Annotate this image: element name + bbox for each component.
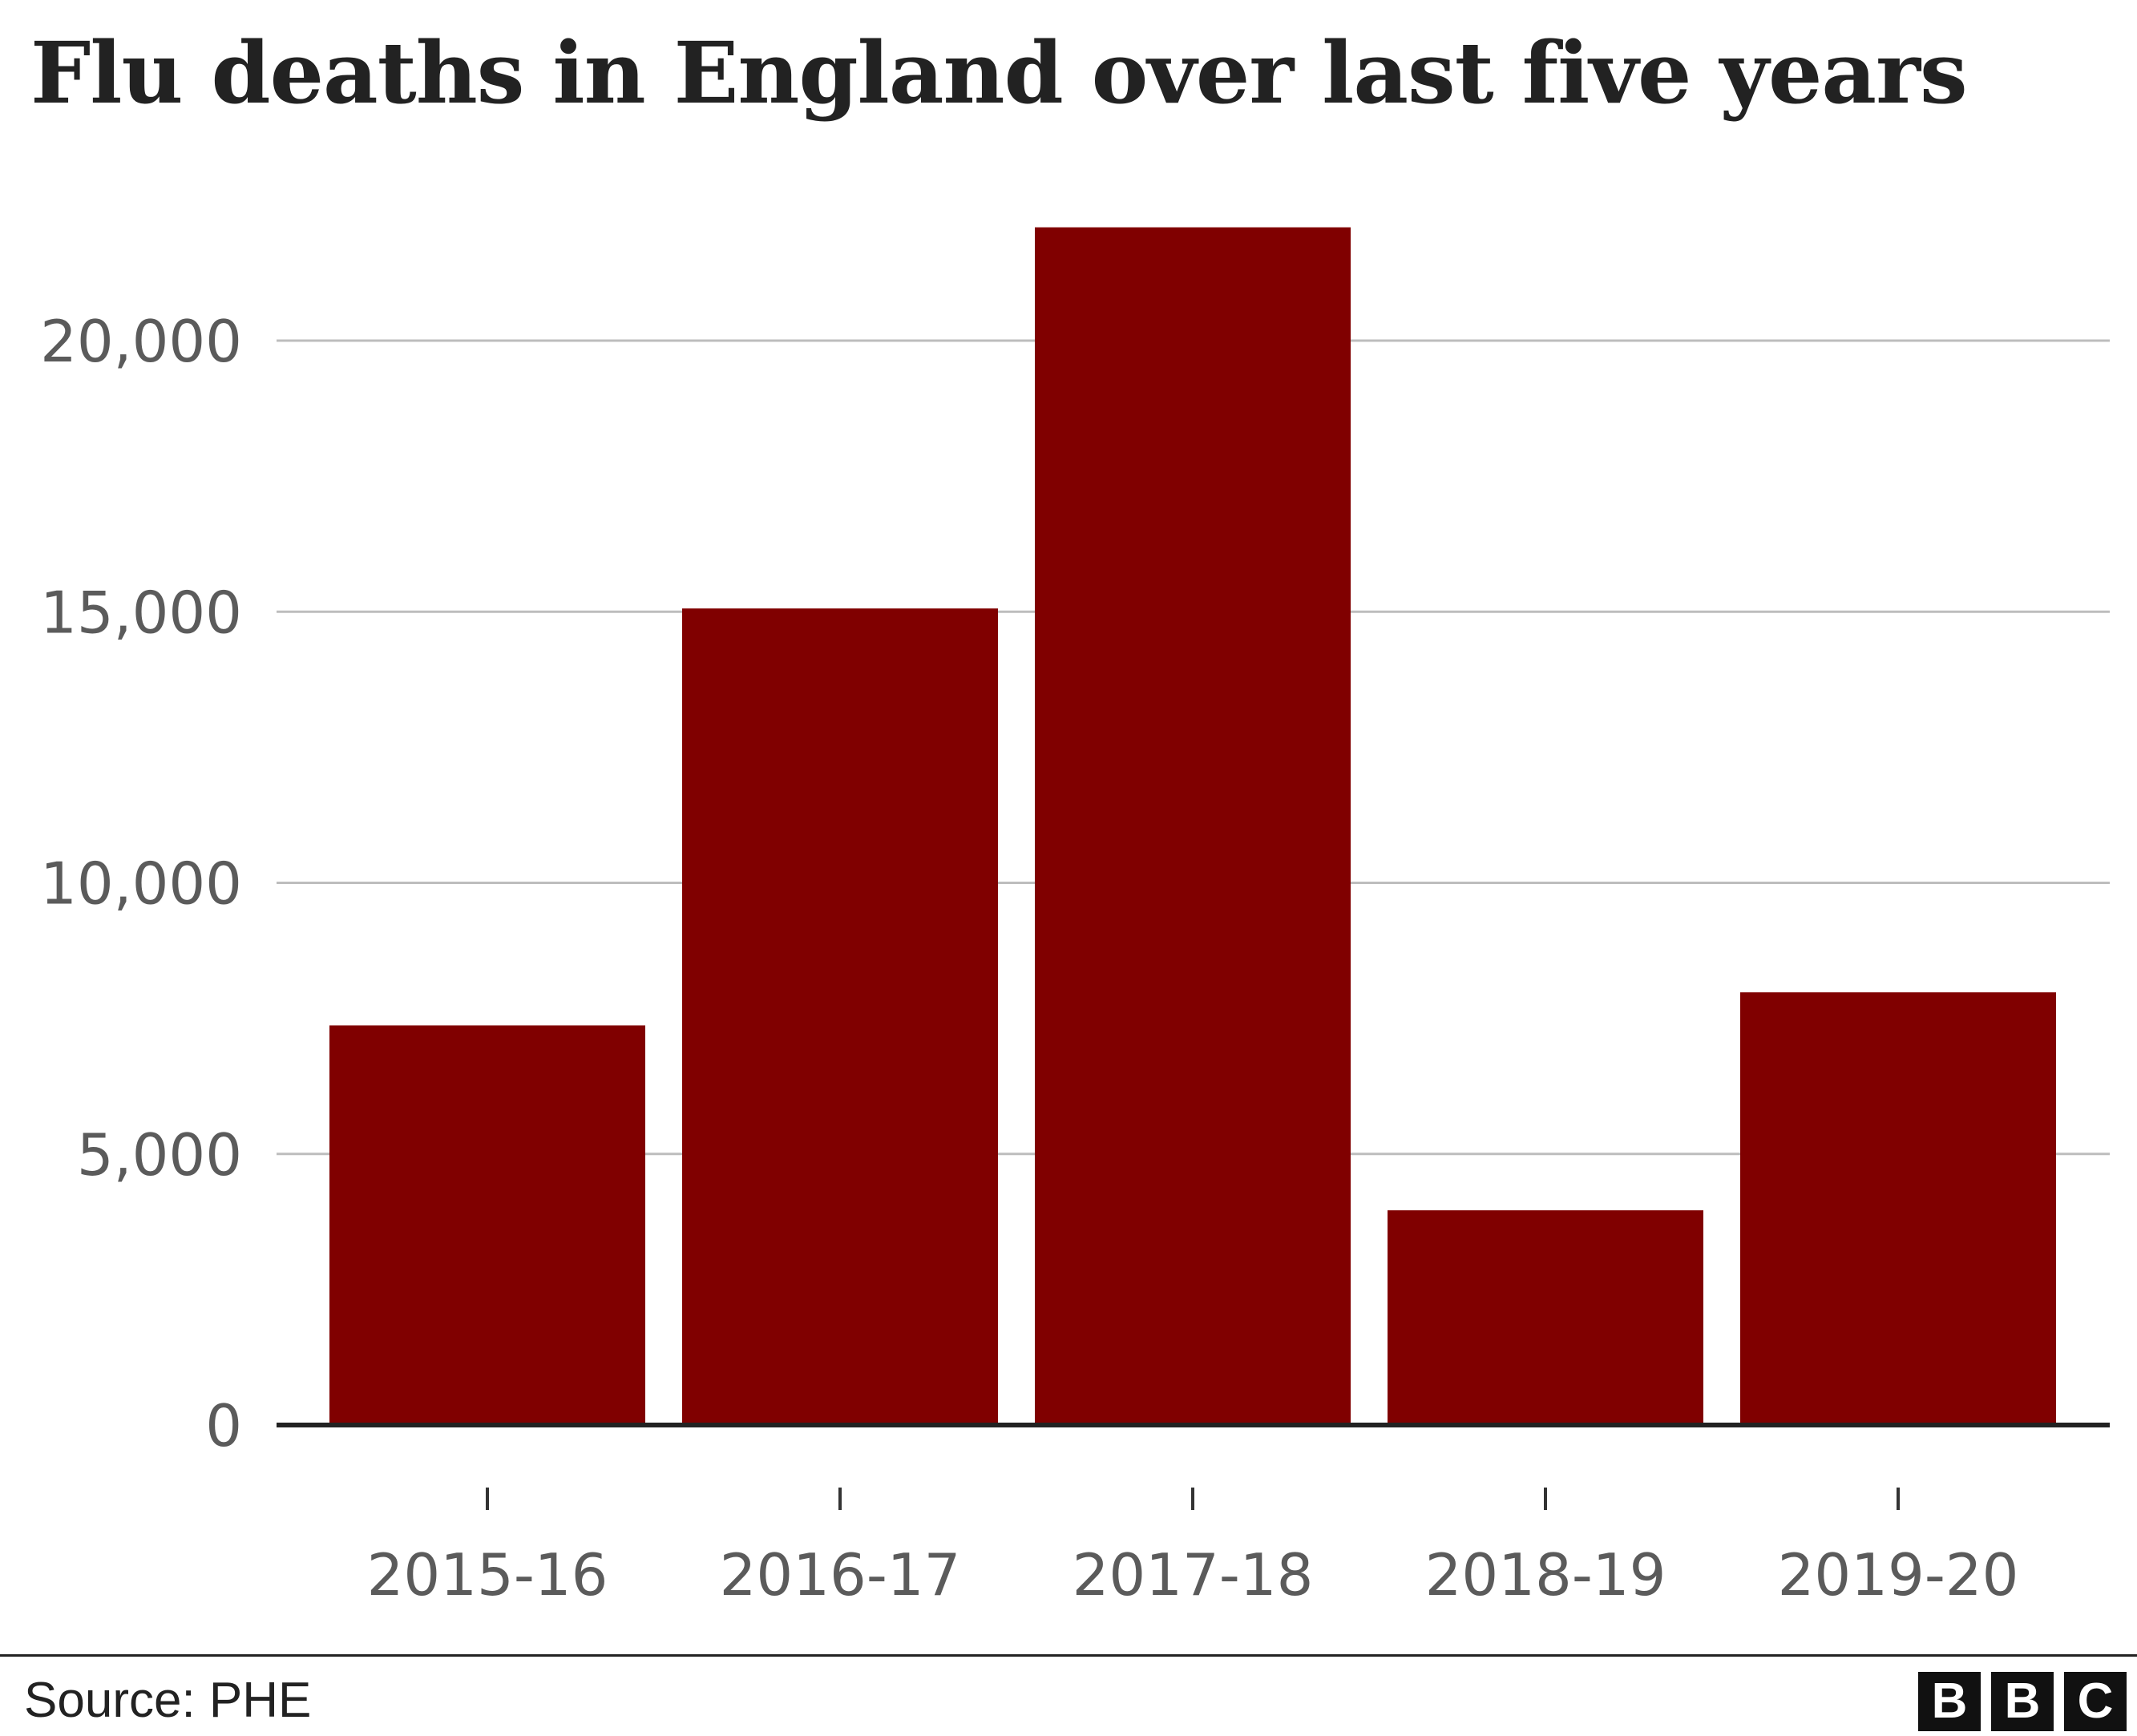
- x-tick-label: 2015-16: [367, 1541, 608, 1603]
- x-axis-ticks: 2015-16 2016-17 2017-18 2018-19 2019-20: [367, 1488, 2019, 1603]
- bar-2017-18: [1035, 227, 1351, 1425]
- bar-2015-16: [329, 1025, 645, 1425]
- y-tick-label: 0: [205, 1392, 242, 1459]
- footer-divider: [0, 1654, 2137, 1657]
- x-tick-label: 2017-18: [1073, 1541, 1314, 1603]
- bars: [329, 227, 2056, 1425]
- bar-2019-20: [1740, 992, 2056, 1425]
- logo-letter-b2: B: [1991, 1672, 2054, 1731]
- bar-2018-19: [1388, 1210, 1703, 1425]
- y-tick-label: 10,000: [40, 850, 242, 918]
- y-tick-label: 15,000: [40, 579, 242, 646]
- x-tick-label: 2019-20: [1778, 1541, 2019, 1603]
- bbc-logo: B B C: [1918, 1672, 2127, 1731]
- x-tick-label: 2016-17: [720, 1541, 961, 1603]
- y-axis-ticks: 0 5,000 10,000 15,000 20,000: [40, 308, 242, 1459]
- y-tick-label: 5,000: [77, 1121, 242, 1189]
- x-tick-label: 2018-19: [1425, 1541, 1666, 1603]
- source-note: Source: PHE: [24, 1673, 312, 1728]
- logo-letter-b1: B: [1918, 1672, 1981, 1731]
- logo-letter-c: C: [2064, 1672, 2127, 1731]
- chart-title: Flu deaths in England over last five yea…: [30, 22, 1968, 123]
- bar-2016-17: [682, 608, 998, 1425]
- y-tick-label: 20,000: [40, 308, 242, 375]
